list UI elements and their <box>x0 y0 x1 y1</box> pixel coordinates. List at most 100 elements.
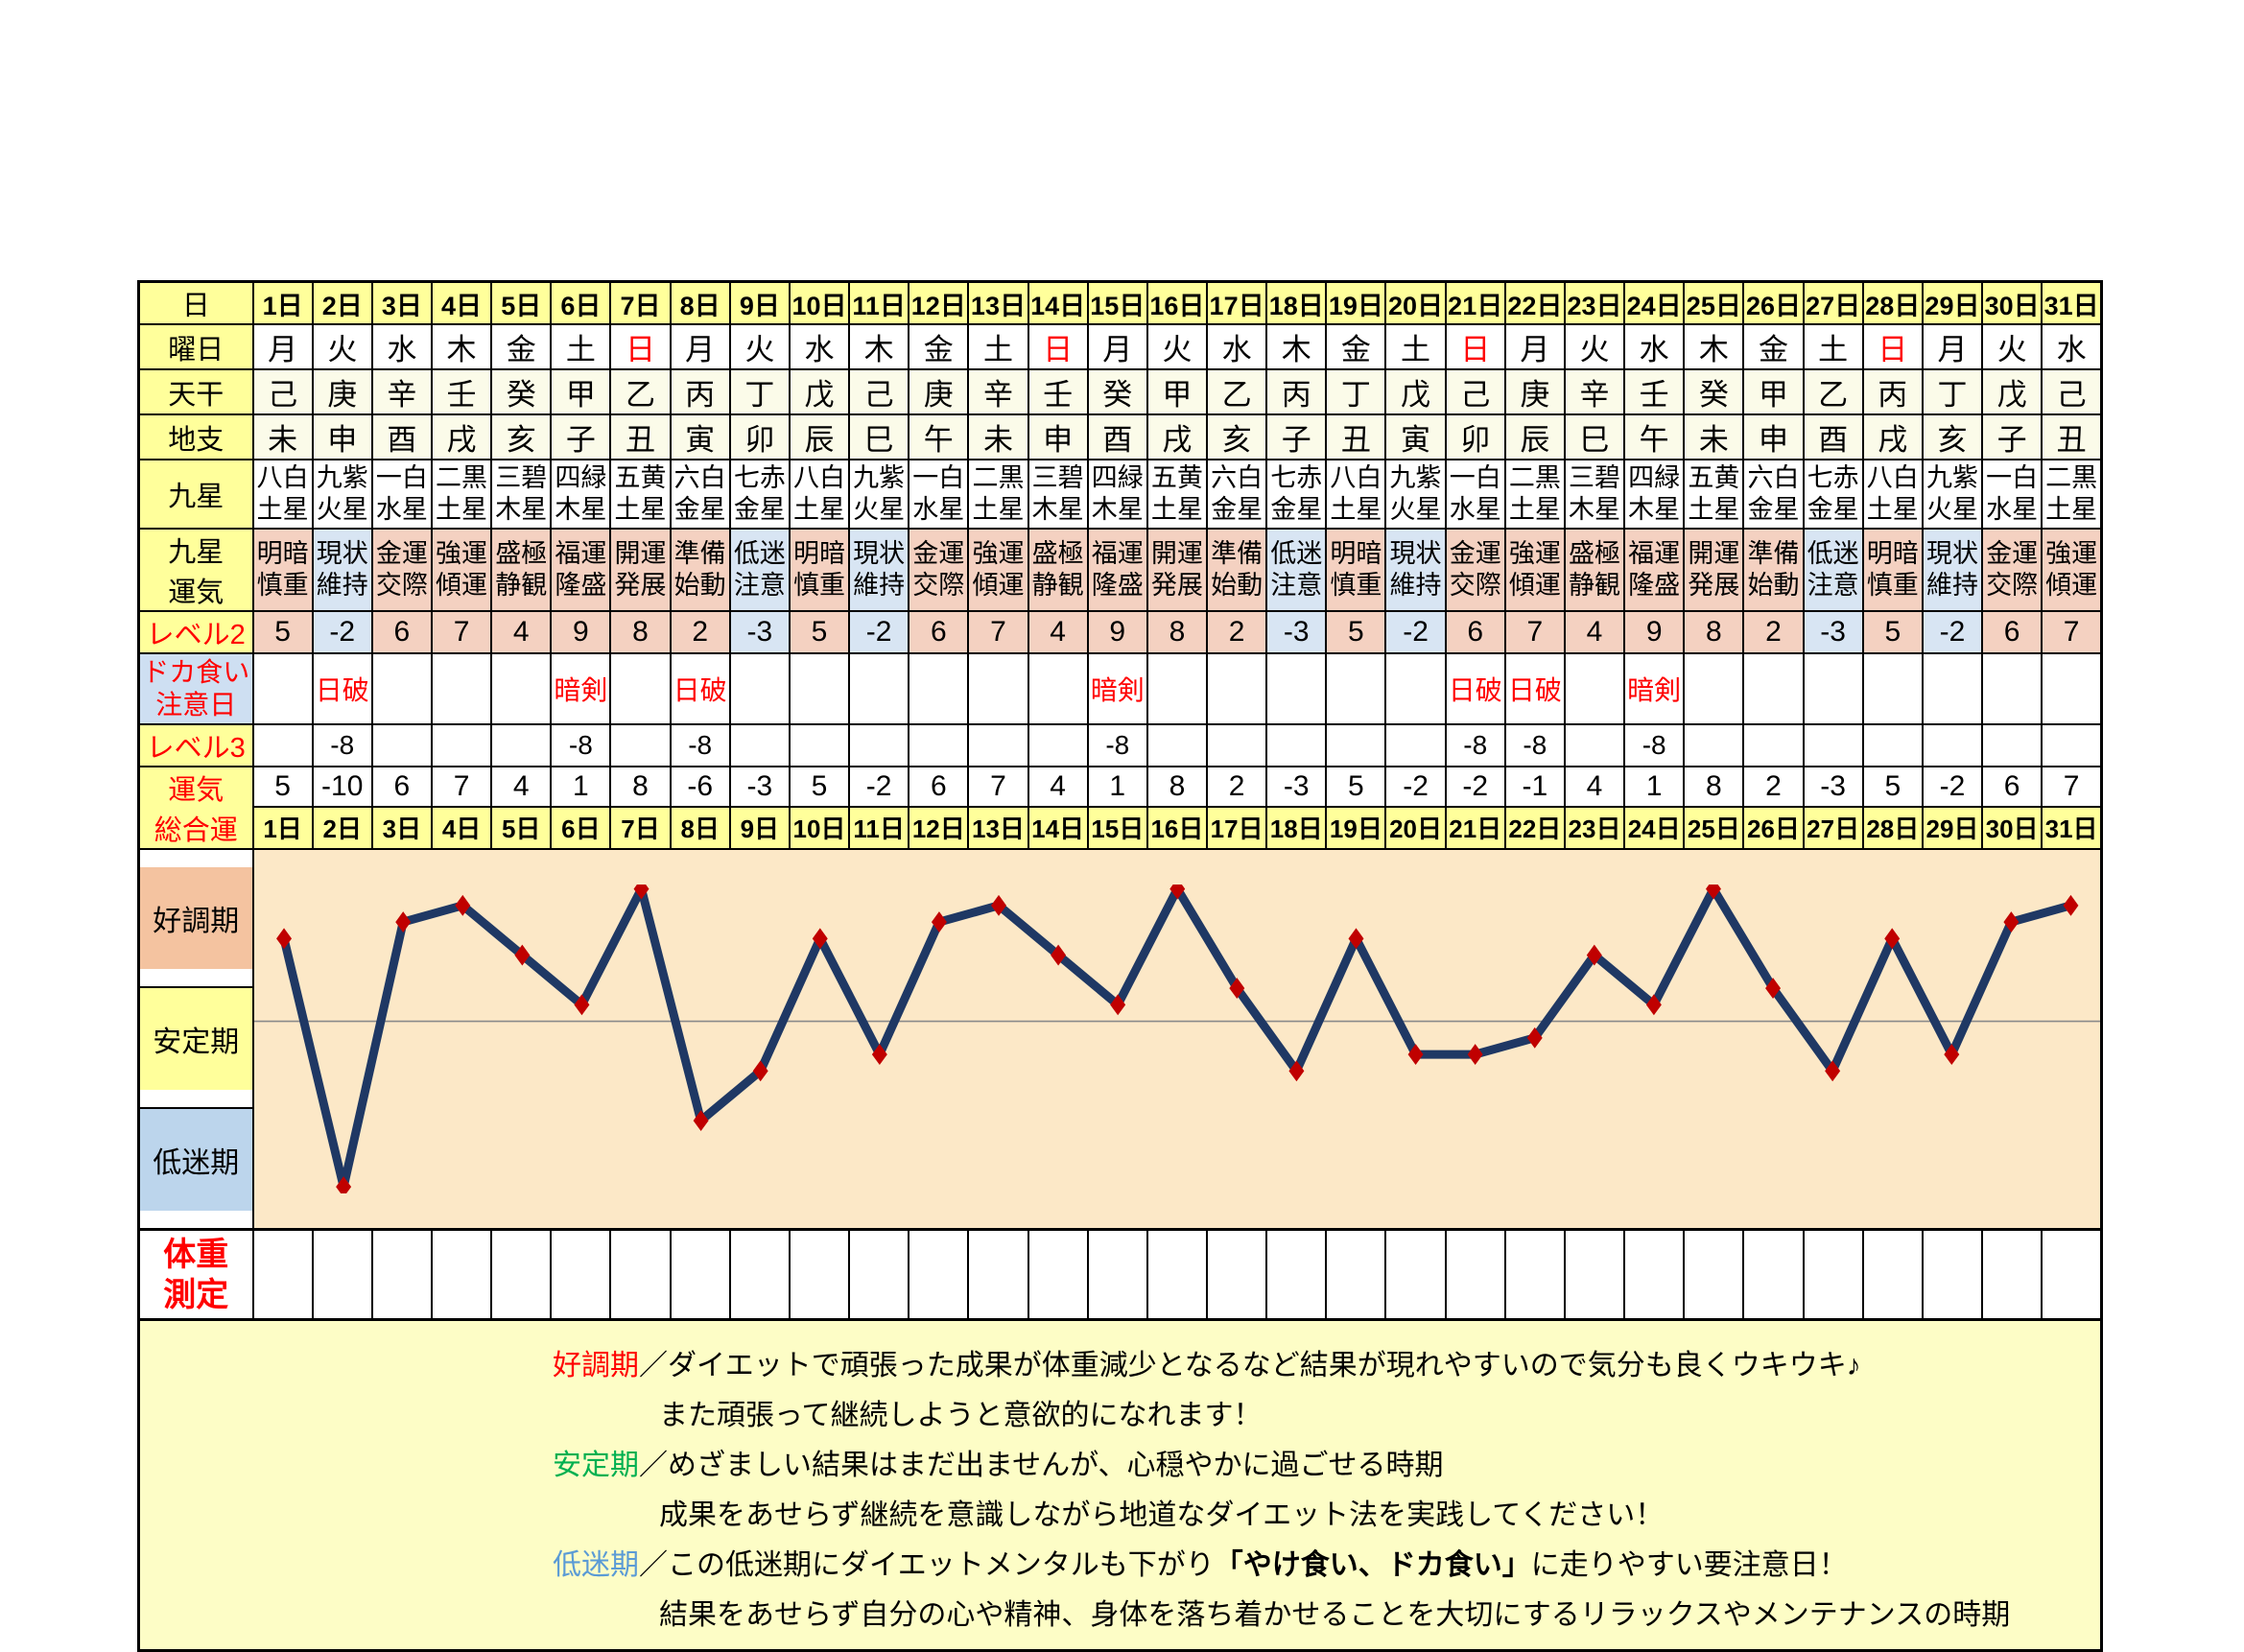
weight-entry-cell[interactable] <box>430 1228 493 1321</box>
weight-entry-cell[interactable] <box>1384 1228 1447 1321</box>
level3-cell: -8 <box>669 723 731 767</box>
total-fortune-cell: -3 <box>728 766 791 808</box>
row-label-chishi: 地支 <box>137 413 254 460</box>
level2-cell: 6 <box>908 610 970 654</box>
day-header-cell: 11日 <box>848 280 910 325</box>
kyusei-cell: 六白 金星 <box>669 459 731 530</box>
tenkan-cell: 癸 <box>490 368 553 415</box>
weekday-cell: 日 <box>1027 323 1089 370</box>
weight-entry-cell[interactable] <box>1086 1228 1148 1321</box>
row-legend: 好調期／ダイエットで頑張った成果が体重減少となるなど結果が現れやすいので気分も良… <box>137 1318 2103 1652</box>
day-header-cell: 10日 <box>788 280 851 325</box>
day-header-cell: 19日 <box>1325 280 1387 325</box>
doka-warning-cell: 暗剣 <box>1086 652 1148 725</box>
tenkan-cell: 己 <box>1444 368 1506 415</box>
weight-entry-cell[interactable] <box>2041 1228 2103 1321</box>
kyusei-cell: 九紫 火星 <box>1921 459 1984 530</box>
weekday-cell: 水 <box>2041 323 2103 370</box>
weight-entry-cell[interactable] <box>967 1228 1029 1321</box>
doka-warning-cell <box>1384 652 1447 725</box>
weight-entry-cell[interactable] <box>1683 1228 1745 1321</box>
total-fortune-cell: 4 <box>1027 766 1089 808</box>
legend-text: ／この低迷期にダイエットメンタルも下がり <box>639 1549 1215 1581</box>
tenkan-cell: 癸 <box>1086 368 1148 415</box>
weight-entry-cell[interactable] <box>490 1228 553 1321</box>
weight-entry-cell[interactable] <box>1802 1228 1864 1321</box>
tenkan-cell: 丙 <box>1265 368 1328 415</box>
level2-cell: 2 <box>669 610 731 654</box>
level2-cell: 6 <box>370 610 433 654</box>
legend-text: ／ダイエットで頑張った成果が体重減少となるなど結果が現れやすいので気分も良くウキ… <box>639 1350 1861 1381</box>
weight-entry-cell[interactable] <box>1742 1228 1805 1321</box>
weight-entry-cell[interactable] <box>1921 1228 1984 1321</box>
total-fortune-cell: -6 <box>669 766 731 808</box>
kyusei-unki-cell: 福運 隆盛 <box>550 528 612 612</box>
doka-warning-cell <box>1981 652 2043 725</box>
day-header-cell: 12日 <box>908 280 970 325</box>
level3-cell: -8 <box>311 723 373 767</box>
weekday-cell: 土 <box>550 323 612 370</box>
weight-entry-cell[interactable] <box>1265 1228 1328 1321</box>
total-fortune-cell: 7 <box>967 766 1029 808</box>
level2-cell: -3 <box>1802 610 1864 654</box>
day-header-cell: 26日 <box>1742 280 1805 325</box>
legend-text: また頑張って継続しようと意欲的になれます！ <box>659 1400 1263 1431</box>
weight-entry-cell[interactable] <box>1563 1228 1626 1321</box>
axis-day-cell: 27日 <box>1802 805 1864 851</box>
chishi-cell: 丑 <box>1325 413 1387 460</box>
weight-entry-cell[interactable] <box>1205 1228 1268 1321</box>
weekday-cell: 日 <box>609 323 672 370</box>
weight-entry-cell[interactable] <box>728 1228 791 1321</box>
weight-entry-cell[interactable] <box>669 1228 731 1321</box>
kyusei-unki-cell: 盛極 静観 <box>1563 528 1626 612</box>
doka-warning-cell: 暗剣 <box>550 652 612 725</box>
doka-warning-cell <box>430 652 493 725</box>
weekday-cell: 金 <box>1742 323 1805 370</box>
weight-entry-cell[interactable] <box>311 1228 373 1321</box>
weight-entry-cell[interactable] <box>908 1228 970 1321</box>
kyusei-unki-cell: 開運 発展 <box>1146 528 1209 612</box>
chishi-cell: 亥 <box>1921 413 1984 460</box>
weight-entry-cell[interactable] <box>1981 1228 2043 1321</box>
total-fortune-cell: -2 <box>1921 766 1984 808</box>
weekday-cell: 土 <box>967 323 1029 370</box>
kyusei-cell: 一白 水星 <box>908 459 970 530</box>
weight-entry-cell[interactable] <box>1861 1228 1924 1321</box>
tenkan-cell: 戊 <box>1384 368 1447 415</box>
row-doka-warning: ドカ食い 注意日 日破 暗剣 日破 暗剣 日破 日破 暗剣 <box>137 652 2103 725</box>
axis-day-cell: 13日 <box>967 805 1029 851</box>
axis-day-cell: 4日 <box>430 805 493 851</box>
doka-warning-cell <box>728 652 791 725</box>
weight-entry-cell[interactable] <box>550 1228 612 1321</box>
weight-entry-cell[interactable] <box>788 1228 851 1321</box>
weight-entry-cell[interactable] <box>1623 1228 1686 1321</box>
doka-warning-cell <box>1146 652 1209 725</box>
level3-cell <box>609 723 672 767</box>
level2-cell: 9 <box>1623 610 1686 654</box>
weight-entry-cell[interactable] <box>1146 1228 1209 1321</box>
doka-warning-cell <box>2041 652 2103 725</box>
total-fortune-cell: 2 <box>1205 766 1268 808</box>
weight-entry-cell[interactable] <box>1325 1228 1387 1321</box>
total-fortune-cell: 4 <box>490 766 553 808</box>
weight-entry-cell[interactable] <box>609 1228 672 1321</box>
weight-entry-cell[interactable] <box>1027 1228 1089 1321</box>
row-label-kyusei: 九星 <box>137 459 254 530</box>
weight-entry-cell[interactable] <box>1503 1228 1566 1321</box>
level2-cell: 8 <box>609 610 672 654</box>
weight-entry-cell[interactable] <box>1444 1228 1506 1321</box>
axis-day-cell: 20日 <box>1384 805 1447 851</box>
weight-entry-cell[interactable] <box>251 1228 314 1321</box>
total-fortune-cell: 5 <box>251 766 314 808</box>
level2-cell: 5 <box>251 610 314 654</box>
level3-cell <box>1325 723 1387 767</box>
chishi-cell: 巳 <box>848 413 910 460</box>
kyusei-cell: 七赤 金星 <box>1265 459 1328 530</box>
doka-warning-cell <box>967 652 1029 725</box>
day-header-cell: 16日 <box>1146 280 1209 325</box>
axis-day-cell: 17日 <box>1205 805 1268 851</box>
weekday-cell: 水 <box>1205 323 1268 370</box>
weight-entry-cell[interactable] <box>848 1228 910 1321</box>
weight-entry-cell[interactable] <box>370 1228 433 1321</box>
legend-line-slump-2: 結果をあせらず自分の心や精神、身体を落ち着かせることを大切にするリラックスやメン… <box>141 1599 2100 1632</box>
